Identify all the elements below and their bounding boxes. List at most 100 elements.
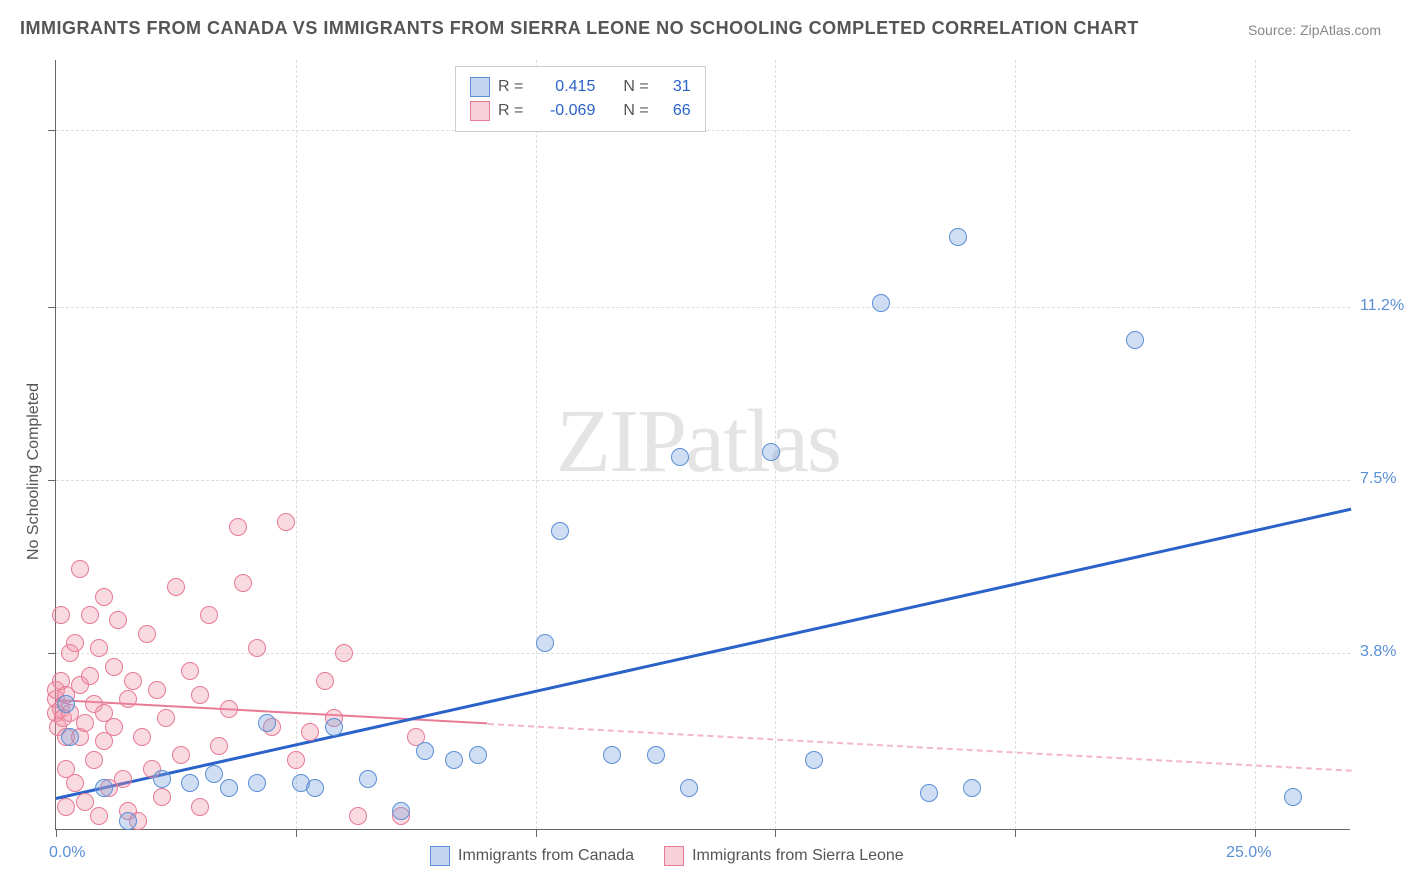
ytick-mark [48,307,56,308]
xtick-mark [1015,829,1016,837]
scatter-point [181,662,199,680]
gridline-vertical [536,60,537,829]
y-axis-label: No Schooling Completed [25,383,43,560]
gridline-vertical [1255,60,1256,829]
scatter-point [66,634,84,652]
scatter-point [445,751,463,769]
legend-bottom: Immigrants from Canada Immigrants from S… [430,846,904,866]
legend-label: Immigrants from Sierra Leone [692,847,904,865]
scatter-point [57,695,75,713]
scatter-point [153,788,171,806]
scatter-point [124,672,142,690]
stat-row-sierra-leone: R = -0.069 N = 66 [470,99,691,123]
stat-r-value: 0.415 [531,78,595,96]
ytick-label: 7.5% [1360,470,1396,488]
scatter-point [105,718,123,736]
scatter-point [81,667,99,685]
ytick-mark [48,653,56,654]
scatter-point [153,770,171,788]
scatter-point [200,606,218,624]
stat-r-value: -0.069 [531,102,595,120]
ytick-mark [48,480,56,481]
scatter-point [248,774,266,792]
scatter-point [109,611,127,629]
scatter-point [671,448,689,466]
swatch-icon [430,846,450,866]
stat-n-value: 31 [657,78,691,96]
scatter-point [1284,788,1302,806]
scatter-point [81,606,99,624]
gridline-vertical [1015,60,1016,829]
scatter-point [157,709,175,727]
ytick-label: 3.8% [1360,643,1396,661]
scatter-point [306,779,324,797]
scatter-point [287,751,305,769]
correlation-stat-box: R = 0.415 N = 31 R = -0.069 N = 66 [455,66,706,132]
scatter-point [258,714,276,732]
scatter-point [469,746,487,764]
scatter-point [119,812,137,830]
xtick-mark [775,829,776,837]
scatter-point [191,798,209,816]
xtick-label: 0.0% [49,844,85,862]
scatter-point [220,700,238,718]
scatter-point [872,294,890,312]
scatter-point [963,779,981,797]
scatter-point [105,658,123,676]
scatter-point [61,728,79,746]
scatter-point [647,746,665,764]
swatch-icon [664,846,684,866]
scatter-point [325,718,343,736]
scatter-point [603,746,621,764]
scatter-point [71,560,89,578]
scatter-point [349,807,367,825]
scatter-point [210,737,228,755]
scatter-point [949,228,967,246]
stat-n-value: 66 [657,102,691,120]
swatch-icon [470,77,490,97]
scatter-point [66,774,84,792]
source-link[interactable]: ZipAtlas.com [1300,22,1381,38]
scatter-point [359,770,377,788]
scatter-point [205,765,223,783]
scatter-point [52,606,70,624]
scatter-plot-area: ZIPatlas [55,60,1350,830]
xtick-mark [536,829,537,837]
xtick-mark [56,829,57,837]
scatter-point [119,690,137,708]
scatter-point [805,751,823,769]
scatter-point [416,742,434,760]
scatter-point [95,588,113,606]
xtick-label: 25.0% [1226,844,1271,862]
gridline-horizontal [56,307,1350,308]
stat-r-label: R = [498,78,523,96]
scatter-point [191,686,209,704]
scatter-point [277,513,295,531]
scatter-point [114,770,132,788]
scatter-point [335,644,353,662]
scatter-point [167,578,185,596]
swatch-icon [470,101,490,121]
scatter-point [172,746,190,764]
xtick-mark [1255,829,1256,837]
scatter-point [1126,331,1144,349]
ytick-mark [48,130,56,131]
gridline-horizontal [56,480,1350,481]
chart-title: IMMIGRANTS FROM CANADA VS IMMIGRANTS FRO… [20,18,1139,39]
stat-n-label: N = [623,78,648,96]
scatter-point [95,779,113,797]
scatter-point [90,807,108,825]
stat-row-canada: R = 0.415 N = 31 [470,75,691,99]
scatter-point [138,625,156,643]
scatter-point [301,723,319,741]
legend-label: Immigrants from Canada [458,847,634,865]
scatter-point [536,634,554,652]
source-attribution: Source: ZipAtlas.com [1248,22,1381,38]
stat-n-label: N = [623,102,648,120]
source-label: Source: [1248,22,1300,38]
scatter-point [234,574,252,592]
stat-r-label: R = [498,102,523,120]
scatter-point [133,728,151,746]
scatter-point [76,793,94,811]
scatter-point [762,443,780,461]
